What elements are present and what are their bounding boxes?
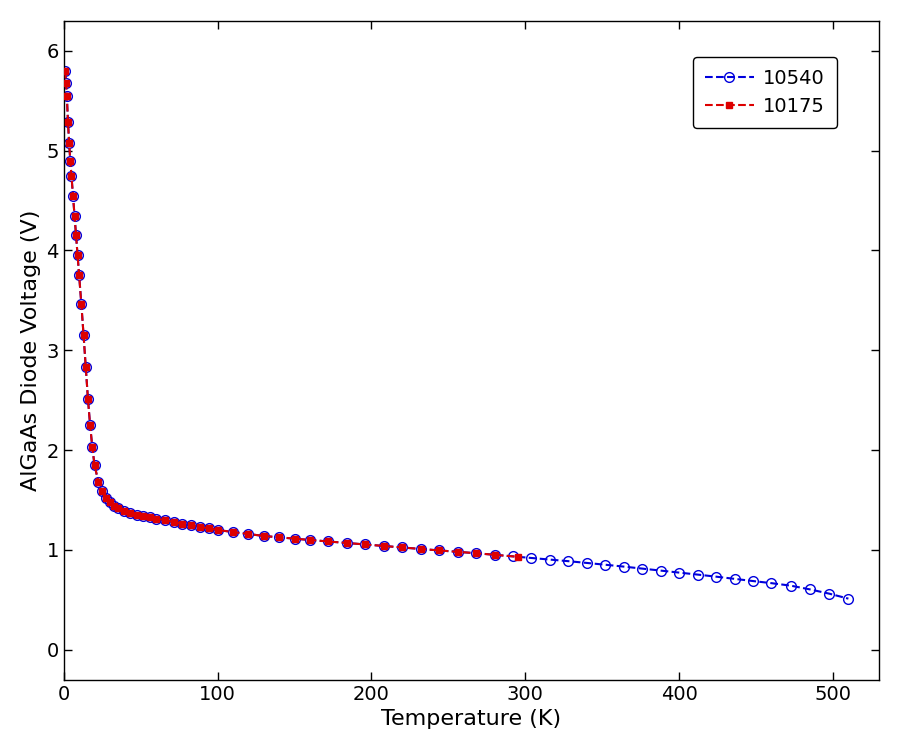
Line: 10540: 10540 [60,66,853,604]
10540 [711,572,722,581]
X-axis label: Temperature (K): Temperature (K) [382,710,562,729]
10175 [78,330,89,339]
10540 [60,66,71,75]
10175 [97,487,108,496]
Y-axis label: AlGaAs Diode Voltage (V): AlGaAs Diode Voltage (V) [21,209,40,491]
10540 [618,562,629,571]
10540 [85,421,95,430]
Legend: 10540, 10175: 10540, 10175 [693,57,837,128]
10175 [397,543,408,552]
10540 [655,566,666,575]
10540 [112,504,123,513]
10175 [60,66,71,75]
10175 [512,552,523,561]
10175 [66,171,77,180]
10540 [843,594,854,603]
Line: 10175: 10175 [62,68,521,560]
10540 [203,524,214,533]
10175 [489,550,500,560]
10175 [72,251,83,260]
